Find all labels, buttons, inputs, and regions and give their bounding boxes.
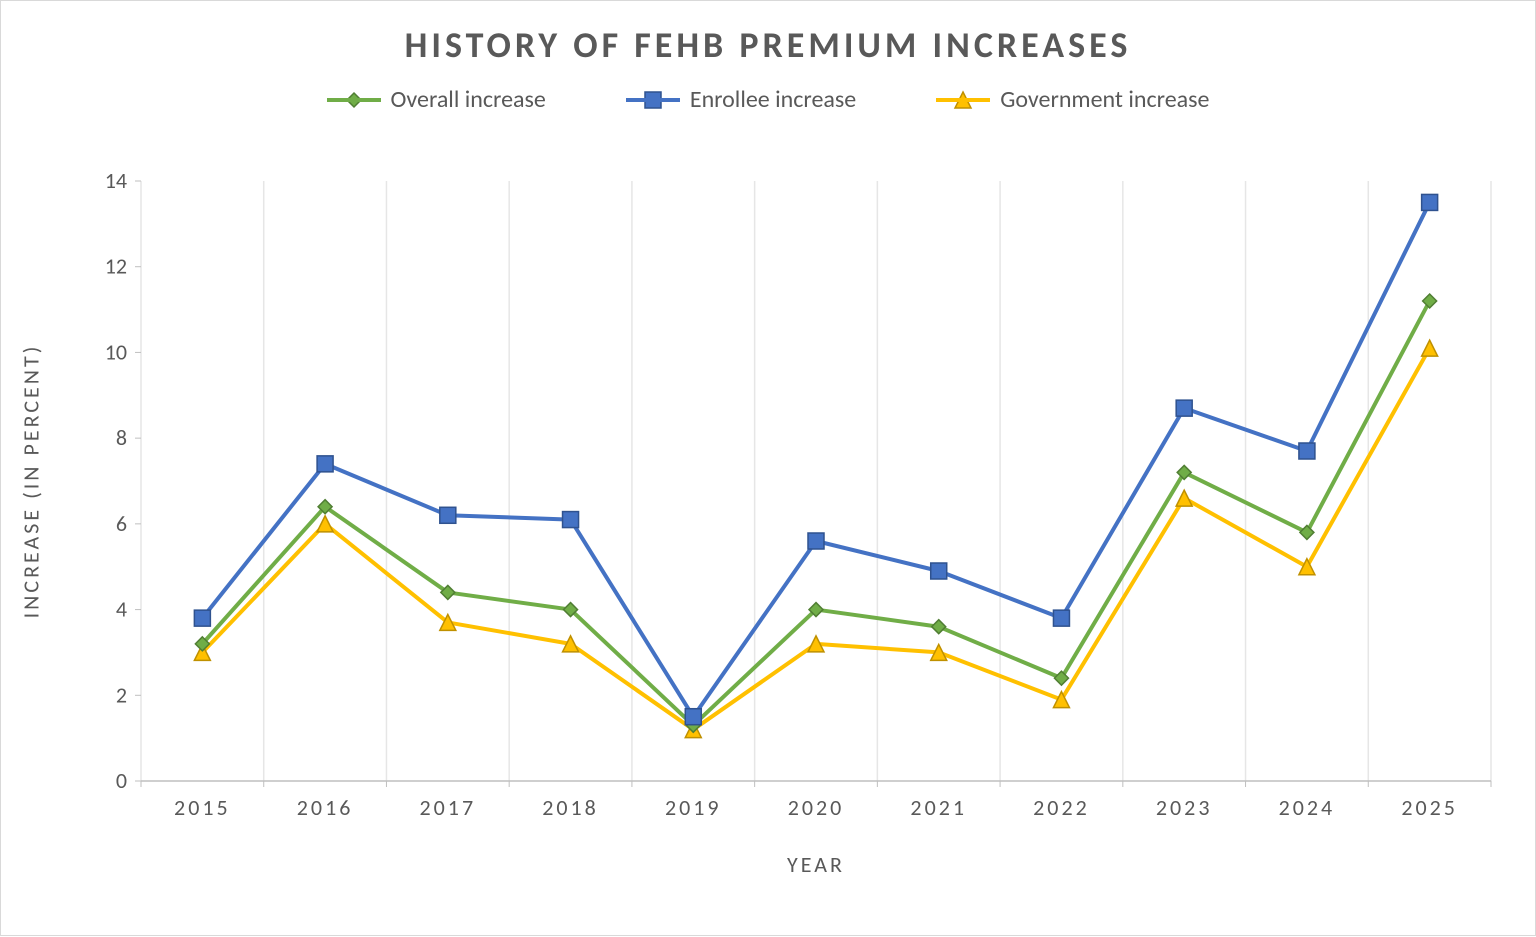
series-marker xyxy=(1422,194,1438,210)
x-tick-label: 2019 xyxy=(665,794,722,821)
chart-container: HISTORY OF FEHB PREMIUM INCREASES Overal… xyxy=(0,0,1536,936)
series-marker xyxy=(317,516,333,532)
x-tick-label: 2020 xyxy=(788,794,845,821)
x-tick-label: 2017 xyxy=(420,794,477,821)
series-marker xyxy=(808,533,824,549)
x-tick-label: 2025 xyxy=(1401,794,1458,821)
x-tick-label: 2022 xyxy=(1033,794,1090,821)
series-marker xyxy=(317,456,333,472)
y-tick-label: 6 xyxy=(116,510,127,537)
x-tick-label: 2018 xyxy=(542,794,599,821)
series-marker xyxy=(685,709,701,725)
y-tick-label: 2 xyxy=(116,681,127,708)
x-tick-label: 2024 xyxy=(1279,794,1336,821)
x-tick-label: 2016 xyxy=(297,794,354,821)
series-marker xyxy=(1053,610,1069,626)
series-marker xyxy=(1423,294,1437,308)
x-tick-label: 2021 xyxy=(910,794,967,821)
y-tick-label: 10 xyxy=(105,338,127,365)
x-axis-label: YEAR xyxy=(787,851,845,878)
series-marker xyxy=(1422,340,1438,356)
y-tick-label: 0 xyxy=(116,767,127,794)
x-tick-label: 2023 xyxy=(1156,794,1213,821)
y-tick-label: 14 xyxy=(105,167,127,194)
series-marker xyxy=(1299,559,1315,575)
series-marker xyxy=(1300,525,1314,539)
series-marker xyxy=(440,507,456,523)
x-tick-label: 2015 xyxy=(174,794,231,821)
series-marker xyxy=(931,563,947,579)
y-tick-label: 12 xyxy=(105,253,127,280)
series-marker xyxy=(932,620,946,634)
series-marker xyxy=(194,610,210,626)
series-marker xyxy=(1176,400,1192,416)
series-marker xyxy=(563,512,579,528)
y-axis-label: INCREASE (IN PERCENT) xyxy=(18,344,45,619)
series-marker xyxy=(1299,443,1315,459)
y-tick-label: 4 xyxy=(116,596,127,623)
y-tick-label: 8 xyxy=(116,424,127,451)
series-marker xyxy=(1176,490,1192,506)
chart-plot: 0 2 4 6 8 10 12 14 2015 2016 2017 2018 2019 2020 2021 2… xyxy=(1,1,1536,937)
